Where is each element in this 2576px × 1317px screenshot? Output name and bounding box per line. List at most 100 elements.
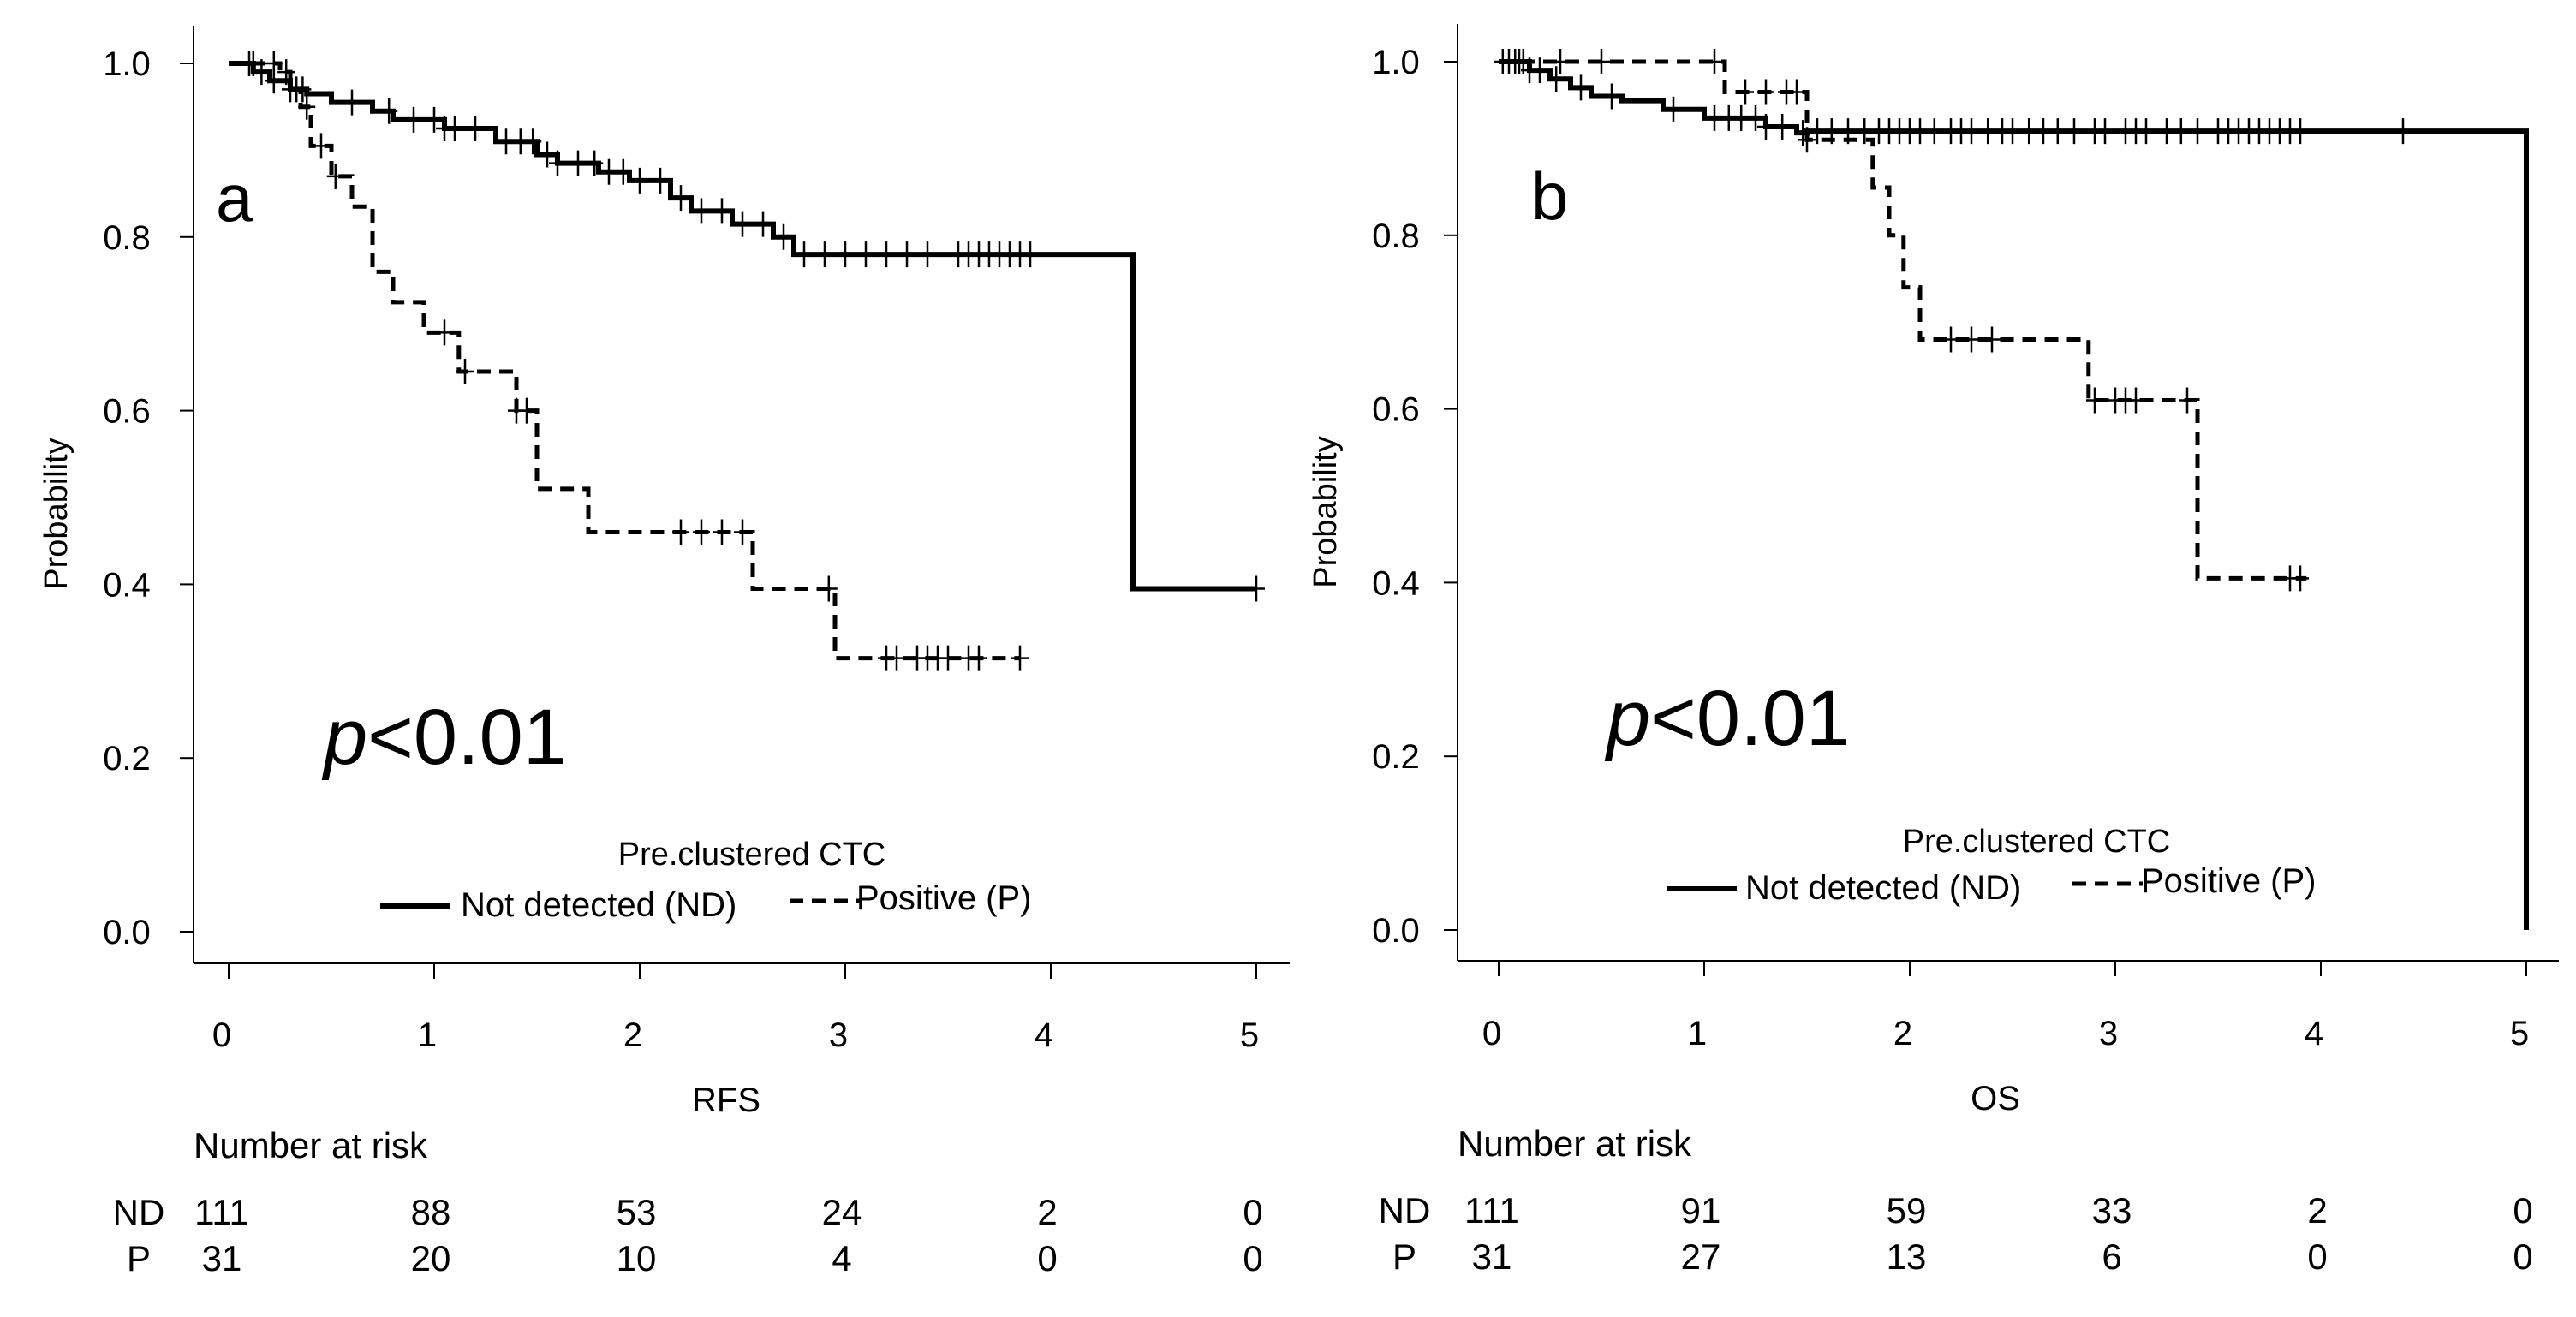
censor-mark-not-detected bbox=[2048, 118, 2066, 145]
y-tick-label: 0.2 bbox=[1372, 738, 1420, 776]
p-value-italic: p bbox=[1604, 675, 1650, 762]
censor-mark-positive bbox=[313, 133, 330, 159]
risk-count: 2 bbox=[1037, 1192, 1057, 1232]
series-line-not-detected bbox=[1499, 59, 2529, 930]
y-tick-label: 0.0 bbox=[1372, 912, 1420, 950]
censor-mark-positive bbox=[1983, 326, 2001, 353]
y-tick-label: 0.4 bbox=[103, 566, 151, 604]
censor-mark-not-detected bbox=[539, 141, 556, 168]
censor-mark-positive bbox=[939, 645, 957, 671]
censor-mark-positive bbox=[1798, 127, 1816, 153]
censor-mark-not-detected bbox=[1979, 118, 1997, 145]
censor-mark-not-detected bbox=[1856, 118, 1874, 145]
censor-mark-not-detected bbox=[467, 116, 484, 142]
censor-mark-not-detected bbox=[1547, 66, 1565, 92]
censor-mark-not-detected bbox=[586, 150, 604, 176]
censor-mark-positive bbox=[2179, 387, 2196, 414]
risk-count: 91 bbox=[1681, 1190, 1721, 1231]
risk-count: 24 bbox=[822, 1192, 862, 1232]
legend-label-positive: Positive (P) bbox=[856, 879, 1032, 917]
x-tick-label: 0 bbox=[1482, 1015, 1501, 1052]
x-tick-label: 3 bbox=[829, 1016, 848, 1054]
censor-mark-positive bbox=[1011, 645, 1029, 671]
y-tick-label: 0.0 bbox=[103, 914, 151, 951]
y-tick-label: 0.6 bbox=[103, 393, 151, 431]
y-tick-label: 0.2 bbox=[103, 740, 151, 778]
p-value-annotation: p<0.01 bbox=[1604, 675, 1850, 762]
censor-mark-not-detected bbox=[343, 89, 361, 116]
x-tick-label: 2 bbox=[623, 1016, 642, 1054]
series-line-positive bbox=[229, 61, 1020, 661]
series-line-not-detected bbox=[229, 61, 1256, 592]
censor-mark-not-detected bbox=[1665, 96, 1682, 122]
censor-mark-not-detected bbox=[754, 211, 772, 237]
number-at-risk-title: Number at risk bbox=[194, 1125, 428, 1165]
censor-mark-not-detected bbox=[1925, 118, 1943, 145]
censor-mark-not-detected bbox=[2172, 118, 2190, 145]
censor-mark-not-detected bbox=[1531, 57, 1548, 84]
censor-mark-positive bbox=[1757, 79, 1774, 105]
censor-mark-not-detected bbox=[1747, 104, 1764, 131]
risk-group-label: ND bbox=[113, 1192, 165, 1232]
censor-mark-not-detected bbox=[837, 241, 854, 268]
risk-count: 0 bbox=[1037, 1238, 1057, 1278]
censor-mark-positive bbox=[2292, 565, 2309, 592]
censor-mark-not-detected bbox=[1248, 575, 1265, 602]
censor-mark-positive bbox=[244, 51, 262, 76]
censor-mark-positive bbox=[820, 575, 838, 602]
censor-mark-not-detected bbox=[498, 128, 515, 155]
risk-count: 31 bbox=[202, 1238, 242, 1278]
censor-mark-positive bbox=[888, 645, 905, 671]
censor-mark-positive bbox=[2127, 387, 2144, 414]
censor-mark-positive bbox=[672, 519, 689, 545]
x-tick-label: 5 bbox=[2510, 1015, 2529, 1052]
censor-mark-not-detected bbox=[1572, 74, 1589, 101]
censor-mark-positive bbox=[1552, 49, 1569, 74]
x-tick-label: 1 bbox=[1688, 1015, 1707, 1052]
censor-mark-positive bbox=[298, 93, 316, 120]
censor-mark-positive bbox=[456, 358, 474, 384]
p-value-italic: p bbox=[321, 694, 367, 781]
censor-mark-not-detected bbox=[1774, 114, 1792, 140]
censor-mark-not-detected bbox=[1603, 83, 1620, 110]
censor-mark-not-detected bbox=[919, 241, 936, 268]
censor-mark-not-detected bbox=[2096, 118, 2114, 145]
y-tick-label: 0.8 bbox=[103, 219, 151, 257]
panel-b: 0.0 0.2 0.4 0.6 0.8 1.0 0 1 2 3 4 5 Probability OS b p<… bbox=[1308, 24, 2559, 1277]
risk-group-label: ND bbox=[1379, 1190, 1431, 1231]
legend-label-not-detected: Not detected (ND) bbox=[1745, 869, 2021, 907]
censor-mark-not-detected bbox=[600, 158, 617, 185]
censor-mark-positive bbox=[277, 59, 295, 86]
censor-mark-not-detected bbox=[898, 241, 915, 268]
censor-mark-not-detected bbox=[857, 241, 874, 268]
censor-mark-positive bbox=[265, 51, 283, 76]
risk-count: 10 bbox=[617, 1238, 657, 1278]
censor-mark-not-detected bbox=[2035, 118, 2052, 145]
risk-count: 20 bbox=[411, 1238, 451, 1278]
censor-mark-not-detected bbox=[2020, 118, 2038, 145]
risk-count: 111 bbox=[194, 1192, 249, 1232]
censor-mark-not-detected bbox=[2158, 118, 2175, 145]
censor-mark-not-detected bbox=[446, 116, 463, 142]
censor-mark-not-detected bbox=[734, 211, 751, 237]
censor-mark-not-detected bbox=[672, 185, 689, 212]
censor-mark-not-detected bbox=[2394, 118, 2412, 145]
risk-count: 27 bbox=[1681, 1237, 1721, 1277]
censor-mark-not-detected bbox=[1757, 114, 1774, 140]
panel-a: 0.0 0.2 0.4 0.6 0.8 1.0 0 1 2 3 4 5 Probability RFS a p… bbox=[39, 26, 1290, 1278]
censor-mark-not-detected bbox=[631, 167, 648, 194]
censor-mark-not-detected bbox=[1706, 104, 1723, 131]
risk-count: 53 bbox=[617, 1192, 657, 1232]
legend-label-not-detected: Not detected (ND) bbox=[461, 886, 736, 924]
censor-mark-not-detected bbox=[2004, 118, 2021, 145]
censor-mark-positive bbox=[1963, 326, 1980, 353]
risk-count: 33 bbox=[2092, 1190, 2132, 1231]
censor-mark-not-detected bbox=[569, 150, 587, 176]
risk-group-label: P bbox=[127, 1238, 151, 1278]
risk-count: 88 bbox=[411, 1192, 451, 1232]
y-axis-title: Probability bbox=[39, 438, 75, 589]
censor-mark-not-detected bbox=[426, 106, 443, 133]
censor-mark-not-detected bbox=[1809, 118, 1826, 145]
risk-count: 4 bbox=[832, 1238, 851, 1278]
